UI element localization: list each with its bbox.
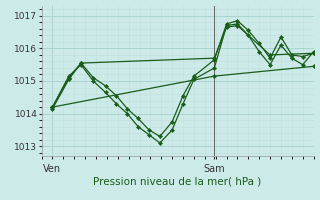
X-axis label: Pression niveau de la mer( hPa ): Pression niveau de la mer( hPa ) [93, 176, 262, 186]
